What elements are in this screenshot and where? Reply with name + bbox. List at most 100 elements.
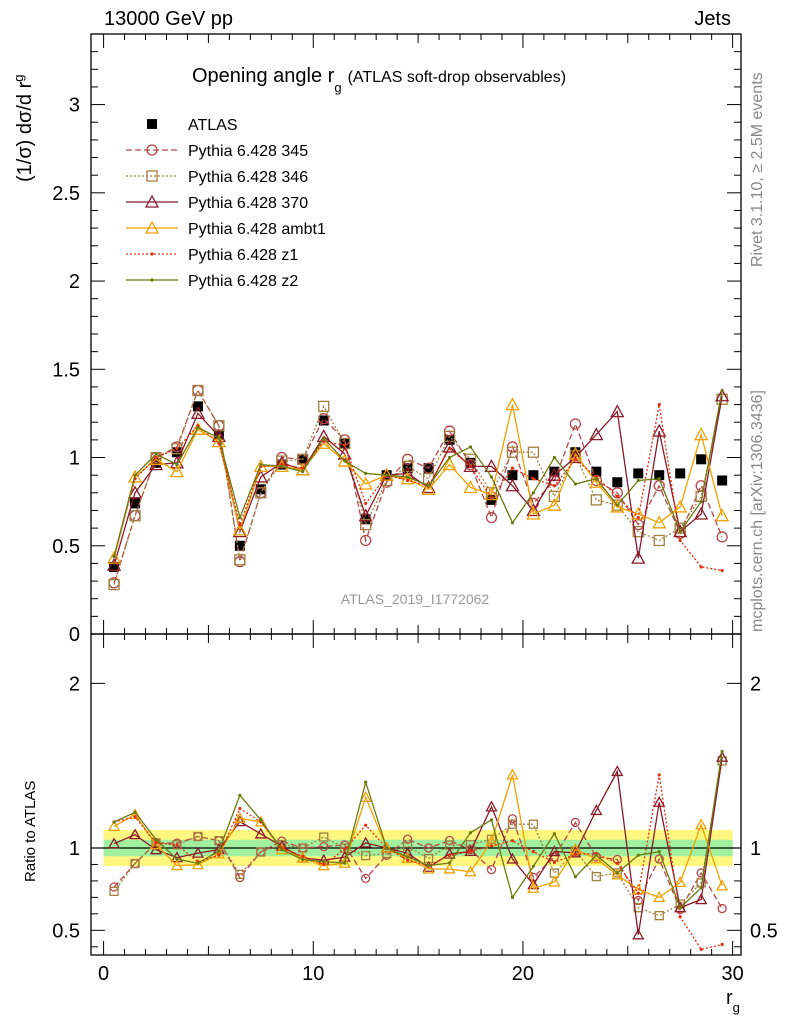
ratio-point — [717, 903, 727, 914]
ratio-point — [552, 860, 556, 864]
legend-item-0: ATLAS — [147, 117, 238, 134]
ratio-y-tick-label: 2 — [69, 673, 80, 695]
data-point — [385, 473, 389, 477]
ratio-point — [361, 873, 371, 884]
header-right: Jets — [694, 8, 731, 30]
ratio-point — [422, 862, 435, 874]
data-point — [636, 515, 640, 520]
ratio-point — [238, 793, 242, 797]
legend-label: Pythia 6.428 z1 — [188, 247, 298, 264]
legend-marker — [146, 170, 158, 182]
data-point — [130, 498, 141, 509]
ratio-point — [611, 868, 624, 880]
ratio-point — [406, 855, 410, 859]
ratio-point — [590, 804, 603, 816]
ratio-y-tick-label-right: 1 — [750, 838, 761, 860]
ratio-point — [154, 841, 158, 845]
ratio-point — [191, 858, 205, 870]
data-point — [255, 484, 266, 495]
data-point — [364, 501, 368, 506]
data-point — [259, 462, 263, 467]
data-point — [175, 462, 179, 467]
data-point — [154, 455, 158, 460]
ratio-point — [695, 893, 708, 905]
ratio-point — [193, 831, 203, 842]
data-point — [301, 470, 305, 474]
data-point — [406, 475, 410, 479]
ratio-point — [364, 823, 368, 827]
data-point — [169, 455, 185, 469]
x-axis-label: rg — [726, 987, 740, 1015]
data-point — [591, 466, 602, 477]
data-point — [675, 468, 686, 479]
ratio-point — [191, 846, 205, 858]
data-point — [360, 534, 372, 547]
ratio-point — [443, 862, 456, 874]
ratio-series-5 — [112, 773, 724, 952]
ratio-point — [107, 820, 121, 831]
ratio-point — [465, 839, 476, 850]
data-point — [148, 451, 164, 465]
data-point — [463, 458, 478, 473]
data-point — [442, 439, 457, 453]
data-point — [526, 503, 541, 517]
ratio-point — [254, 815, 267, 827]
ratio-y-tick-label-right: 0.5 — [750, 920, 778, 942]
ratio-frame — [90, 633, 742, 956]
ratio-point — [531, 850, 536, 854]
ratio-point — [233, 812, 246, 824]
data-point — [358, 508, 373, 522]
ratio-series-6 — [112, 749, 724, 910]
data-point — [589, 427, 604, 441]
ratio-point — [548, 875, 561, 887]
data-point — [232, 522, 247, 536]
ratio-point — [280, 848, 284, 852]
legend-label: Pythia 6.428 ambt1 — [188, 221, 326, 238]
ratio-point — [615, 861, 619, 865]
series-3 — [106, 388, 730, 571]
data-point — [322, 440, 326, 444]
data-point — [715, 508, 730, 522]
ratio-point — [235, 869, 245, 879]
ratio-point — [695, 818, 708, 830]
data-point — [318, 400, 330, 413]
ratio-point — [175, 857, 179, 861]
data-point — [171, 443, 183, 455]
legend-label: Pythia 6.428 z2 — [188, 273, 298, 290]
main-panel: 0 0.5 1 1.5 2 2.5 3 ATLAS Pythia 6.428 345 Pythia… — [52, 33, 742, 646]
series-6 — [112, 388, 724, 558]
data-point — [716, 531, 728, 543]
data-point — [343, 443, 347, 447]
ratio-point — [319, 841, 329, 852]
legend-marker — [147, 119, 157, 129]
ratio-point — [301, 854, 305, 858]
data-point — [360, 518, 372, 531]
ratio-point — [380, 841, 393, 853]
ratio-point — [130, 858, 140, 869]
data-point — [112, 554, 116, 558]
ratio-point — [632, 928, 645, 940]
data-point — [133, 473, 137, 477]
data-point — [295, 462, 310, 476]
y-tick-label: 0 — [69, 624, 80, 646]
data-point — [447, 447, 452, 451]
data-point — [694, 427, 709, 441]
data-point — [673, 499, 688, 513]
data-point — [615, 503, 619, 507]
ratio-point — [611, 765, 624, 777]
ratio-point — [653, 891, 666, 903]
ratio-point — [447, 861, 452, 865]
ratio-ylabel: Ratio to ATLAS — [22, 781, 39, 882]
series-line-5 — [113, 404, 723, 572]
legend-marker — [144, 220, 160, 234]
data-point — [447, 455, 452, 460]
data-point — [301, 466, 305, 470]
ratio-point — [636, 853, 640, 857]
legend-item-6: Pythia 6.428 z2 — [126, 273, 298, 290]
ratio-point — [527, 881, 540, 893]
data-point — [106, 557, 122, 571]
data-point — [465, 457, 476, 468]
ratio-point — [486, 865, 497, 875]
ratio-point — [468, 849, 473, 853]
data-point — [653, 534, 665, 547]
